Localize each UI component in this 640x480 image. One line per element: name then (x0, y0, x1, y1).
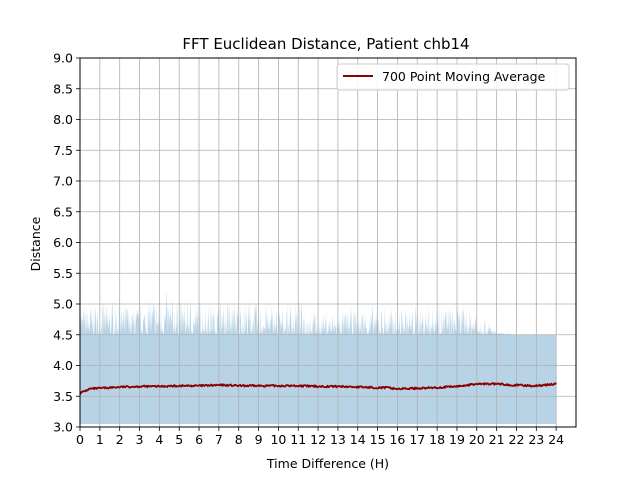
legend: 700 Point Moving Average (336, 63, 570, 91)
x-tick-label: 0 (76, 432, 84, 447)
y-axis: 3.0 3.5 4.0 4.5 5.0 5.5 6.0 6.5 7.0 7.5 8.0 8.5 9.0 (53, 51, 80, 435)
x-tick-label: 21 (489, 432, 505, 447)
x-tick-label: 17 (409, 432, 425, 447)
x-tick-label: 14 (350, 432, 366, 447)
x-tick-label: 22 (509, 432, 525, 447)
y-tick-label: 6.5 (53, 204, 73, 219)
x-tick-label: 15 (370, 432, 386, 447)
x-tick-label: 19 (449, 432, 465, 447)
x-tick-label: 13 (330, 432, 346, 447)
y-tick-label: 4.0 (53, 358, 73, 373)
y-tick-label: 5.0 (53, 297, 73, 312)
chart-title: FFT Euclidean Distance, Patient chb14 (182, 35, 469, 53)
x-tick-label: 3 (136, 432, 144, 447)
y-tick-label: 7.0 (53, 174, 73, 189)
legend-box (336, 63, 570, 91)
y-axis-label: Distance (28, 216, 43, 271)
x-tick-label: 10 (270, 432, 286, 447)
x-tick-label: 9 (255, 432, 263, 447)
y-tick-label: 5.5 (53, 266, 73, 281)
y-tick-label: 6.0 (53, 235, 73, 250)
x-tick-label: 16 (389, 432, 405, 447)
x-tick-label: 5 (175, 432, 183, 447)
x-tick-label: 8 (235, 432, 243, 447)
y-tick-label: 3.0 (53, 420, 73, 435)
y-tick-label: 3.5 (53, 389, 73, 404)
x-tick-label: 6 (195, 432, 203, 447)
x-tick-label: 23 (528, 432, 544, 447)
y-tick-label: 8.5 (53, 81, 73, 96)
y-tick-label: 7.5 (53, 143, 73, 158)
x-tick-label: 11 (290, 432, 306, 447)
x-tick-label: 1 (96, 432, 104, 447)
x-tick-label: 12 (310, 432, 326, 447)
y-tick-label: 4.5 (53, 327, 73, 342)
x-tick-label: 18 (429, 432, 445, 447)
legend-label: 700 Point Moving Average (382, 69, 546, 84)
x-tick-label: 24 (548, 432, 564, 447)
x-axis-label: Time Difference (H) (266, 456, 389, 471)
moving-average-layer (79, 382, 557, 395)
moving-average-line (79, 382, 557, 395)
y-tick-label: 9.0 (53, 51, 73, 66)
y-tick-label: 8.0 (53, 112, 73, 127)
x-tick-label: 2 (116, 432, 124, 447)
x-tick-label: 4 (155, 432, 163, 447)
x-axis: 0 1 2 3 4 5 6 7 8 9 10 11 12 13 14 15 16 17 18 19 20 21 22 23 24 (76, 427, 564, 447)
x-tick-label: 7 (215, 432, 223, 447)
x-tick-label: 20 (469, 432, 485, 447)
